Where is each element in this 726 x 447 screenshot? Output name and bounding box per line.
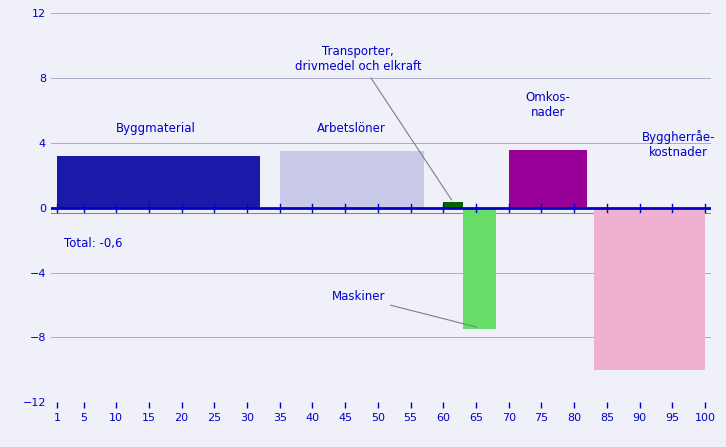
Text: Total: -0,6: Total: -0,6 xyxy=(64,237,123,250)
Text: Arbetslöner: Arbetslöner xyxy=(317,122,386,135)
Text: Maskiner: Maskiner xyxy=(332,291,476,327)
Bar xyxy=(280,151,424,208)
Text: Transporter,
drivmedel och elkraft: Transporter, drivmedel och elkraft xyxy=(295,45,452,200)
Bar xyxy=(463,208,496,329)
Text: Byggherråe-
kostnader: Byggherråe- kostnader xyxy=(642,130,716,159)
Bar xyxy=(57,156,260,208)
Text: Omkos-
nader: Omkos- nader xyxy=(526,91,571,119)
Bar xyxy=(444,202,463,208)
Text: Byggmaterial: Byggmaterial xyxy=(115,122,195,135)
Bar xyxy=(509,149,587,208)
Bar xyxy=(594,208,705,370)
